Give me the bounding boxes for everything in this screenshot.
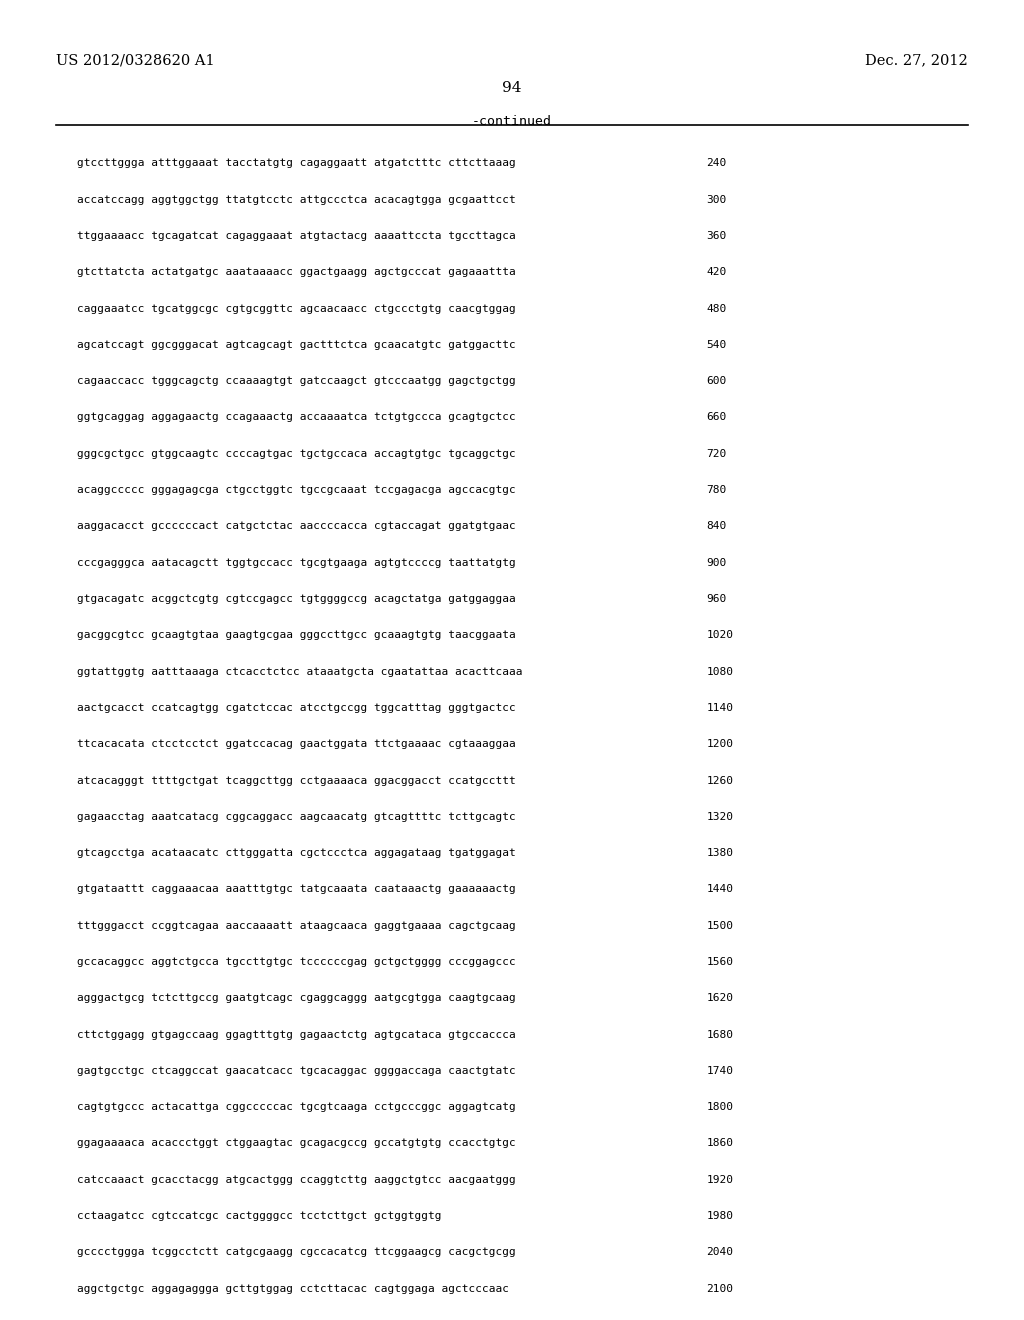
Text: Dec. 27, 2012: Dec. 27, 2012	[865, 54, 968, 67]
Text: 420: 420	[707, 267, 727, 277]
Text: cccgagggca aatacagctt tggtgccacc tgcgtgaaga agtgtccccg taattatgtg: cccgagggca aatacagctt tggtgccacc tgcgtga…	[77, 557, 515, 568]
Text: 1200: 1200	[707, 739, 733, 750]
Text: 1080: 1080	[707, 667, 733, 677]
Text: gggcgctgcc gtggcaagtc ccccagtgac tgctgccaca accagtgtgc tgcaggctgc: gggcgctgcc gtggcaagtc ccccagtgac tgctgcc…	[77, 449, 515, 459]
Text: 840: 840	[707, 521, 727, 532]
Text: gccacaggcc aggtctgcca tgccttgtgc tccccccgag gctgctgggg cccggagccc: gccacaggcc aggtctgcca tgccttgtgc tcccccc…	[77, 957, 515, 968]
Text: cctaagatcc cgtccatcgc cactggggcc tcctcttgct gctggtggtg: cctaagatcc cgtccatcgc cactggggcc tcctctt…	[77, 1212, 441, 1221]
Text: ggtattggtg aatttaaaga ctcacctctcc ataaatgcta cgaatattaa acacttcaaa: ggtattggtg aatttaaaga ctcacctctcc ataaat…	[77, 667, 522, 677]
Text: 360: 360	[707, 231, 727, 242]
Text: gagtgcctgc ctcaggccat gaacatcacc tgcacaggac ggggaccaga caactgtatc: gagtgcctgc ctcaggccat gaacatcacc tgcacag…	[77, 1067, 515, 1076]
Text: 1800: 1800	[707, 1102, 733, 1113]
Text: cttctggagg gtgagccaag ggagtttgtg gagaactctg agtgcataca gtgccaccca: cttctggagg gtgagccaag ggagtttgtg gagaact…	[77, 1030, 515, 1040]
Text: ttggaaaacc tgcagatcat cagaggaaat atgtactacg aaaattccta tgccttagca: ttggaaaacc tgcagatcat cagaggaaat atgtact…	[77, 231, 515, 242]
Text: 1620: 1620	[707, 993, 733, 1003]
Text: ttcacacata ctcctcctct ggatccacag gaactggata ttctgaaaac cgtaaaggaa: ttcacacata ctcctcctct ggatccacag gaactgg…	[77, 739, 515, 750]
Text: ggtgcaggag aggagaactg ccagaaactg accaaaatca tctgtgccca gcagtgctcc: ggtgcaggag aggagaactg ccagaaactg accaaaa…	[77, 412, 515, 422]
Text: caggaaatcc tgcatggcgc cgtgcggttc agcaacaacc ctgccctgtg caacgtggag: caggaaatcc tgcatggcgc cgtgcggttc agcaaca…	[77, 304, 515, 314]
Text: gtcttatcta actatgatgc aaataaaacc ggactgaagg agctgcccat gagaaattta: gtcttatcta actatgatgc aaataaaacc ggactga…	[77, 267, 515, 277]
Text: 2100: 2100	[707, 1283, 733, 1294]
Text: gacggcgtcc gcaagtgtaa gaagtgcgaa gggccttgcc gcaaagtgtg taacggaata: gacggcgtcc gcaagtgtaa gaagtgcgaa gggcctt…	[77, 631, 515, 640]
Text: 1980: 1980	[707, 1212, 733, 1221]
Text: accatccagg aggtggctgg ttatgtcctc attgccctca acacagtgga gcgaattcct: accatccagg aggtggctgg ttatgtcctc attgccc…	[77, 195, 515, 205]
Text: 1140: 1140	[707, 702, 733, 713]
Text: gtgataattt caggaaacaa aaatttgtgc tatgcaaata caataaactg gaaaaaactg: gtgataattt caggaaacaa aaatttgtgc tatgcaa…	[77, 884, 515, 895]
Text: gtcagcctga acataacatc cttgggatta cgctccctca aggagataag tgatggagat: gtcagcctga acataacatc cttgggatta cgctccc…	[77, 847, 515, 858]
Text: 1560: 1560	[707, 957, 733, 968]
Text: agcatccagt ggcgggacat agtcagcagt gactttctca gcaacatgtc gatggacttc: agcatccagt ggcgggacat agtcagcagt gactttc…	[77, 341, 515, 350]
Text: 1440: 1440	[707, 884, 733, 895]
Text: 660: 660	[707, 412, 727, 422]
Text: 1920: 1920	[707, 1175, 733, 1185]
Text: 1260: 1260	[707, 776, 733, 785]
Text: cagtgtgccc actacattga cggcccccac tgcgtcaaga cctgcccggc aggagtcatg: cagtgtgccc actacattga cggcccccac tgcgtca…	[77, 1102, 515, 1113]
Text: 1020: 1020	[707, 631, 733, 640]
Text: 600: 600	[707, 376, 727, 387]
Text: aactgcacct ccatcagtgg cgatctccac atcctgccgg tggcatttag gggtgactcc: aactgcacct ccatcagtgg cgatctccac atcctgc…	[77, 702, 515, 713]
Text: -continued: -continued	[472, 115, 552, 128]
Text: 480: 480	[707, 304, 727, 314]
Text: gtgacagatc acggctcgtg cgtccgagcc tgtggggccg acagctatga gatggaggaa: gtgacagatc acggctcgtg cgtccgagcc tgtgggg…	[77, 594, 515, 605]
Text: US 2012/0328620 A1: US 2012/0328620 A1	[56, 54, 215, 67]
Text: 1860: 1860	[707, 1138, 733, 1148]
Text: 1380: 1380	[707, 847, 733, 858]
Text: 94: 94	[502, 82, 522, 95]
Text: 900: 900	[707, 557, 727, 568]
Text: atcacagggt ttttgctgat tcaggcttgg cctgaaaaca ggacggacct ccatgccttt: atcacagggt ttttgctgat tcaggcttgg cctgaaa…	[77, 776, 515, 785]
Text: aaggacacct gccccccact catgctctac aaccccacca cgtaccagat ggatgtgaac: aaggacacct gccccccact catgctctac aacccca…	[77, 521, 515, 532]
Text: gagaacctag aaatcatacg cggcaggacc aagcaacatg gtcagttttc tcttgcagtc: gagaacctag aaatcatacg cggcaggacc aagcaac…	[77, 812, 515, 822]
Text: cagaaccacc tgggcagctg ccaaaagtgt gatccaagct gtcccaatgg gagctgctgg: cagaaccacc tgggcagctg ccaaaagtgt gatccaa…	[77, 376, 515, 387]
Text: aggctgctgc aggagaggga gcttgtggag cctcttacac cagtggaga agctcccaac: aggctgctgc aggagaggga gcttgtggag cctctta…	[77, 1283, 509, 1294]
Text: catccaaact gcacctacgg atgcactggg ccaggtcttg aaggctgtcc aacgaatggg: catccaaact gcacctacgg atgcactggg ccaggtc…	[77, 1175, 515, 1185]
Text: acaggccccc gggagagcga ctgcctggtc tgccgcaaat tccgagacga agccacgtgc: acaggccccc gggagagcga ctgcctggtc tgccgca…	[77, 484, 515, 495]
Text: 2040: 2040	[707, 1247, 733, 1258]
Text: 1740: 1740	[707, 1067, 733, 1076]
Text: 1500: 1500	[707, 921, 733, 931]
Text: 540: 540	[707, 341, 727, 350]
Text: agggactgcg tctcttgccg gaatgtcagc cgaggcaggg aatgcgtgga caagtgcaag: agggactgcg tctcttgccg gaatgtcagc cgaggca…	[77, 993, 515, 1003]
Text: 240: 240	[707, 158, 727, 169]
Text: tttgggacct ccggtcagaa aaccaaaatt ataagcaaca gaggtgaaaa cagctgcaag: tttgggacct ccggtcagaa aaccaaaatt ataagca…	[77, 921, 515, 931]
Text: 780: 780	[707, 484, 727, 495]
Text: 1320: 1320	[707, 812, 733, 822]
Text: 1680: 1680	[707, 1030, 733, 1040]
Text: gcccctggga tcggcctctt catgcgaagg cgccacatcg ttcggaagcg cacgctgcgg: gcccctggga tcggcctctt catgcgaagg cgccaca…	[77, 1247, 515, 1258]
Text: 300: 300	[707, 195, 727, 205]
Text: ggagaaaaca acaccctggt ctggaagtac gcagacgccg gccatgtgtg ccacctgtgc: ggagaaaaca acaccctggt ctggaagtac gcagacg…	[77, 1138, 515, 1148]
Text: 720: 720	[707, 449, 727, 459]
Text: 960: 960	[707, 594, 727, 605]
Text: gtccttggga atttggaaat tacctatgtg cagaggaatt atgatctttc cttcttaaag: gtccttggga atttggaaat tacctatgtg cagagga…	[77, 158, 515, 169]
